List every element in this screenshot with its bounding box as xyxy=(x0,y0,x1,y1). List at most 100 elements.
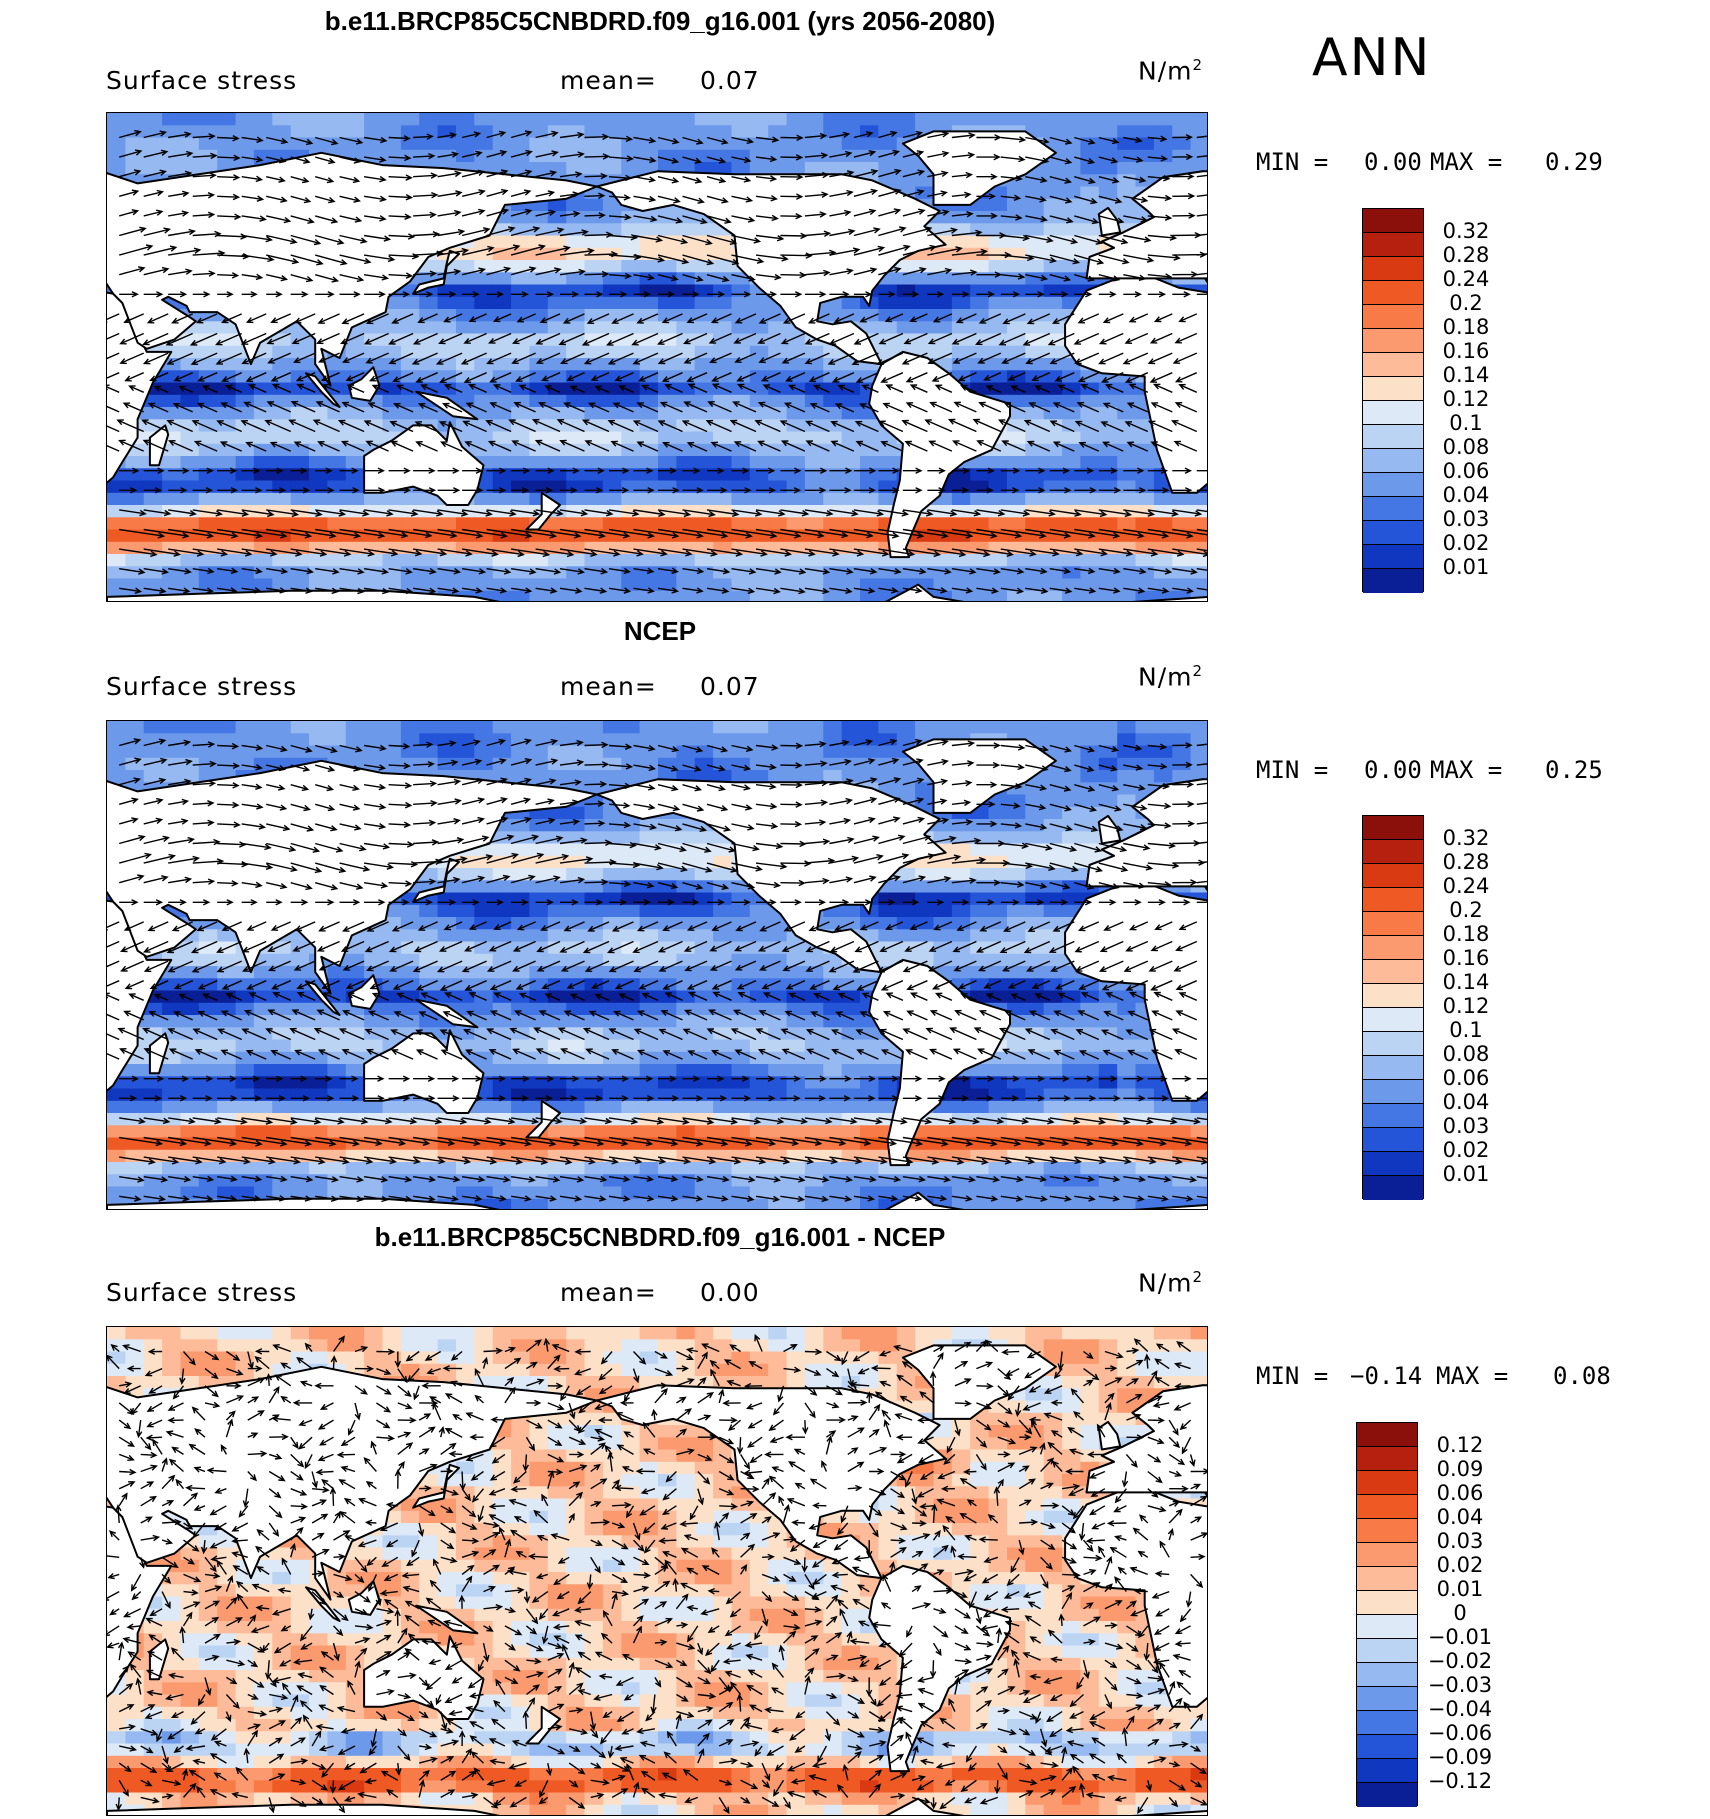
heatmap-cell xyxy=(658,370,677,384)
heatmap-cell xyxy=(1043,782,1063,796)
heatmap-cell xyxy=(988,990,1008,1004)
stress-arrow xyxy=(413,270,438,277)
stress-arrow xyxy=(295,372,316,382)
heatmap-cell xyxy=(713,443,733,457)
stress-arrow xyxy=(584,467,605,474)
heatmap-cell xyxy=(823,721,843,734)
stress-arrow xyxy=(657,234,689,245)
stress-arrow xyxy=(683,401,708,413)
heatmap-cell xyxy=(658,892,677,906)
stress-arrow xyxy=(107,352,120,360)
heatmap-cell xyxy=(951,831,971,845)
stress-arrow xyxy=(1074,528,1121,539)
heatmap-cell xyxy=(272,468,292,482)
heatmap-cell xyxy=(584,721,604,734)
heatmap-cell xyxy=(823,125,843,139)
heatmap-cell xyxy=(400,370,420,384)
heatmap-cell xyxy=(584,578,604,592)
stress-arrow xyxy=(706,156,727,164)
heatmap-cell xyxy=(713,733,733,747)
heatmap-cell xyxy=(1117,517,1137,531)
heatmap-cell xyxy=(970,578,990,592)
heatmap-cell xyxy=(694,492,714,506)
heatmap-cell xyxy=(1043,309,1063,322)
stress-arrow xyxy=(657,156,680,164)
stress-arrow xyxy=(851,352,879,366)
stress-arrow xyxy=(830,420,855,433)
heatmap-cell xyxy=(1043,492,1063,506)
heatmap-cell xyxy=(1135,733,1155,747)
stress-arrow xyxy=(731,136,755,145)
heatmap-cell xyxy=(639,917,659,930)
colorbar-swatch xyxy=(1363,329,1423,353)
heatmap-cell xyxy=(547,296,567,310)
heatmap-cell xyxy=(713,966,733,979)
stress-arrow xyxy=(1123,176,1147,183)
heatmap-cell xyxy=(602,333,622,347)
heatmap-cell xyxy=(786,966,806,979)
heatmap-cell xyxy=(511,443,531,457)
stress-arrow xyxy=(1178,383,1198,393)
stress-arrow xyxy=(1123,487,1147,494)
panel-1-min-label: MIN = xyxy=(1256,148,1329,176)
stress-arrow xyxy=(1049,176,1072,184)
colorbar-swatch xyxy=(1363,497,1423,521)
stress-arrow xyxy=(927,150,950,158)
heatmap-cell xyxy=(749,443,769,457)
heatmap-cell xyxy=(1117,113,1137,126)
heatmap-cell xyxy=(749,345,769,359)
stress-arrow xyxy=(878,188,902,197)
stress-arrow xyxy=(1172,192,1196,200)
heatmap-cell xyxy=(511,456,531,469)
stress-arrow xyxy=(535,548,575,558)
stress-arrow xyxy=(1172,548,1207,558)
heatmap-cell xyxy=(584,113,604,126)
heatmap-cell xyxy=(547,990,567,1004)
stress-arrow xyxy=(290,215,315,224)
heatmap-cell xyxy=(1080,419,1100,433)
heatmap-cell xyxy=(382,745,402,759)
heatmap-cell xyxy=(970,953,990,967)
heatmap-cell xyxy=(437,113,457,126)
stress-arrow xyxy=(559,247,595,256)
stress-arrow xyxy=(608,272,633,280)
heatmap-cell xyxy=(621,517,641,531)
stress-arrow xyxy=(1172,568,1198,575)
heatmap-cell xyxy=(1153,137,1173,151)
stress-arrow xyxy=(664,384,683,393)
heatmap-cell xyxy=(1043,407,1063,420)
heatmap-cell xyxy=(841,137,861,151)
heatmap-cell xyxy=(602,892,622,906)
stress-arrow xyxy=(955,313,977,324)
heatmap-cell xyxy=(382,578,402,592)
heatmap-cell xyxy=(253,407,273,420)
heatmap-cell xyxy=(658,953,677,967)
heatmap-cell xyxy=(970,345,990,359)
heatmap-cell xyxy=(841,113,861,126)
heatmap-cell xyxy=(547,590,567,601)
heatmap-cell xyxy=(143,733,163,747)
heatmap-cell xyxy=(180,1002,200,1016)
heatmap-cell xyxy=(529,590,549,601)
heatmap-cell xyxy=(1062,480,1082,494)
stress-arrow xyxy=(1171,420,1198,433)
heatmap-cell xyxy=(1080,394,1100,408)
heatmap-cell xyxy=(676,431,696,445)
stress-arrow xyxy=(609,467,630,474)
stress-arrow xyxy=(953,401,977,413)
heatmap-cell xyxy=(529,321,549,335)
heatmap-cell xyxy=(547,831,567,845)
heatmap-cell xyxy=(1172,566,1192,580)
stress-arrow xyxy=(486,352,512,365)
stress-arrow xyxy=(143,548,181,557)
stress-arrow xyxy=(1174,372,1198,383)
heatmap-cell xyxy=(1190,492,1207,506)
stress-arrow xyxy=(339,254,372,265)
heatmap-cell xyxy=(970,517,990,531)
heatmap-cell xyxy=(143,745,163,759)
stress-arrow xyxy=(878,509,910,517)
heatmap-cell xyxy=(327,370,347,384)
stress-arrow xyxy=(612,402,634,413)
heatmap-cell xyxy=(1190,554,1207,567)
heatmap-cell xyxy=(511,284,531,298)
